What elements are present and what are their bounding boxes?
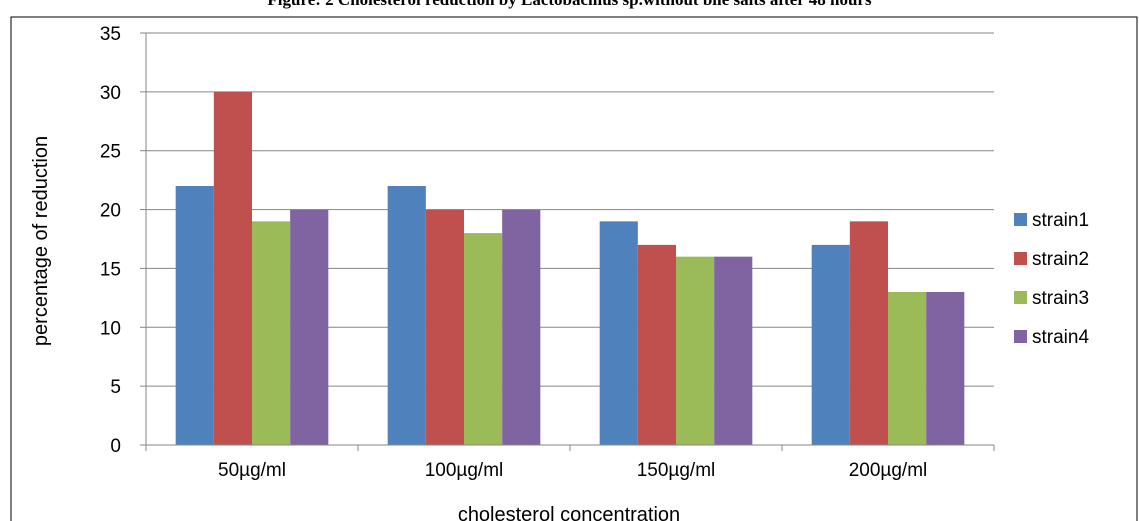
legend-swatch-strain4 <box>1014 330 1027 343</box>
y-tick-label: 25 <box>100 142 121 163</box>
legend-swatch-strain2 <box>1014 252 1027 265</box>
bar-strain1-0 <box>175 186 214 445</box>
y-tick-label: 20 <box>100 201 121 222</box>
legend-swatch-strain3 <box>1014 291 1027 304</box>
legend: strain1 strain2 strain3 strain4 <box>1014 210 1089 348</box>
y-axis-label: percentage of reduction <box>30 136 52 346</box>
x-tick-label: 150µg/ml <box>637 460 716 481</box>
bar-strain2-3 <box>849 221 888 445</box>
bar-strain1-2 <box>599 221 638 445</box>
axes: 0 5 10 15 20 25 30 35 50µg/ml 100µg/ml 150µg/ml 200… <box>100 24 995 481</box>
y-tick-label: 15 <box>100 259 121 280</box>
y-tick-label: 10 <box>100 318 121 339</box>
legend-label-strain3: strain3 <box>1032 288 1089 309</box>
x-axis-label: cholesterol concentration <box>458 504 680 521</box>
y-tick-label: 0 <box>110 436 121 457</box>
bar-strain4-0 <box>290 209 329 445</box>
x-tick-label: 200µg/ml <box>849 460 928 481</box>
legend-swatch-strain1 <box>1014 213 1027 226</box>
bar-strain3-0 <box>252 221 291 445</box>
bar-strain3-3 <box>888 291 927 445</box>
bar-strain1-1 <box>387 186 426 445</box>
bar-strain4-1 <box>502 209 541 445</box>
x-tick-label: 50µg/ml <box>218 460 286 481</box>
bar-strain4-3 <box>926 291 965 445</box>
bar-strain2-2 <box>637 244 676 445</box>
legend-label-strain2: strain2 <box>1032 249 1089 270</box>
y-tick-label: 35 <box>100 24 121 45</box>
bar-strain3-1 <box>464 233 503 445</box>
bar-strain3-2 <box>676 256 715 445</box>
legend-label-strain1: strain1 <box>1032 210 1089 231</box>
bar-strain2-0 <box>213 91 252 445</box>
x-tick-label: 100µg/ml <box>425 460 504 481</box>
legend-label-strain4: strain4 <box>1032 327 1089 348</box>
chart-border <box>10 16 1138 521</box>
bars <box>175 91 965 445</box>
y-tick-label: 5 <box>110 377 121 398</box>
chart-title: Figure: 2 Cholesterol reduction by Lacto… <box>0 0 1139 10</box>
bar-strain1-3 <box>811 244 850 445</box>
bar-strain4-2 <box>714 256 753 445</box>
bar-strain2-1 <box>425 209 464 445</box>
y-tick-label: 30 <box>100 83 121 104</box>
